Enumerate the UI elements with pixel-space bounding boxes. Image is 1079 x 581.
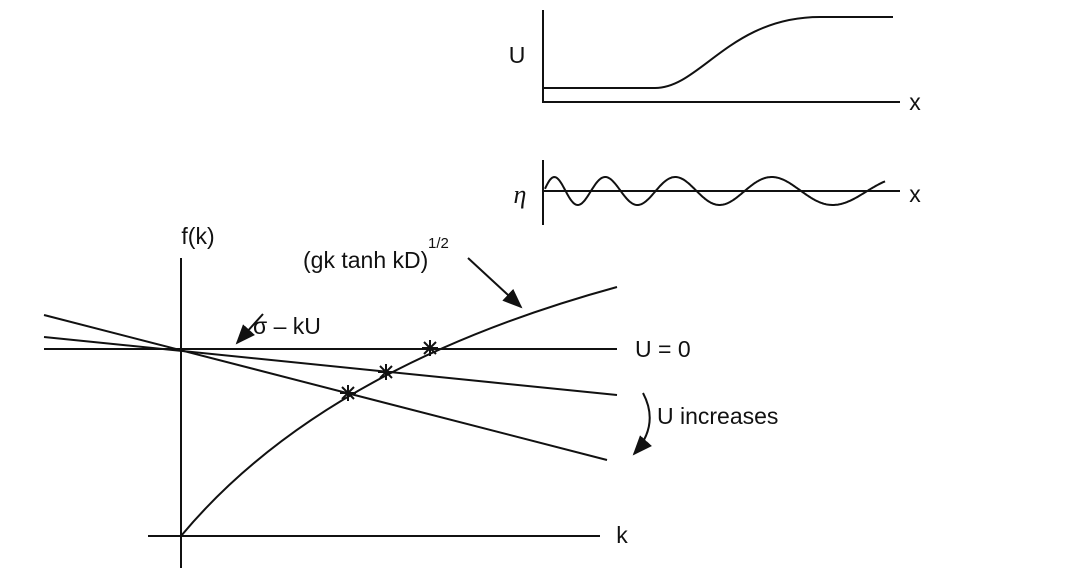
curve-label: (gk tanh kD) bbox=[303, 247, 428, 273]
increase-arrow bbox=[632, 392, 652, 456]
wave-plot: η x bbox=[514, 160, 921, 225]
x-label: x bbox=[909, 181, 921, 207]
y-label: f(k) bbox=[181, 223, 214, 249]
main-plot: f(k) k (gk tanh kD) 1/2 σ – kU U = 0 U i… bbox=[43, 223, 778, 568]
u-zero-label: U = 0 bbox=[635, 336, 691, 362]
increase-label: U increases bbox=[657, 403, 778, 429]
dispersion-curve bbox=[180, 286, 618, 537]
top-plot: U x bbox=[509, 10, 921, 115]
line-u-high bbox=[43, 314, 608, 461]
line-arrow bbox=[235, 313, 264, 345]
velocity-profile bbox=[543, 16, 893, 89]
intersection-star bbox=[422, 340, 438, 356]
intersection-star bbox=[340, 385, 356, 401]
axes bbox=[542, 160, 900, 225]
curve-exponent: 1/2 bbox=[428, 235, 449, 252]
intersection-star bbox=[378, 364, 394, 380]
axes bbox=[148, 258, 600, 568]
line-u-mid bbox=[43, 336, 618, 396]
line-label: σ – kU bbox=[253, 313, 321, 339]
y-label: η bbox=[514, 180, 527, 209]
axes bbox=[542, 10, 900, 103]
curve-arrow bbox=[467, 257, 523, 309]
x-label: x bbox=[909, 89, 921, 115]
wave bbox=[544, 175, 886, 207]
x-label: k bbox=[616, 522, 628, 548]
y-label: U bbox=[509, 42, 526, 68]
intersections bbox=[340, 340, 438, 401]
